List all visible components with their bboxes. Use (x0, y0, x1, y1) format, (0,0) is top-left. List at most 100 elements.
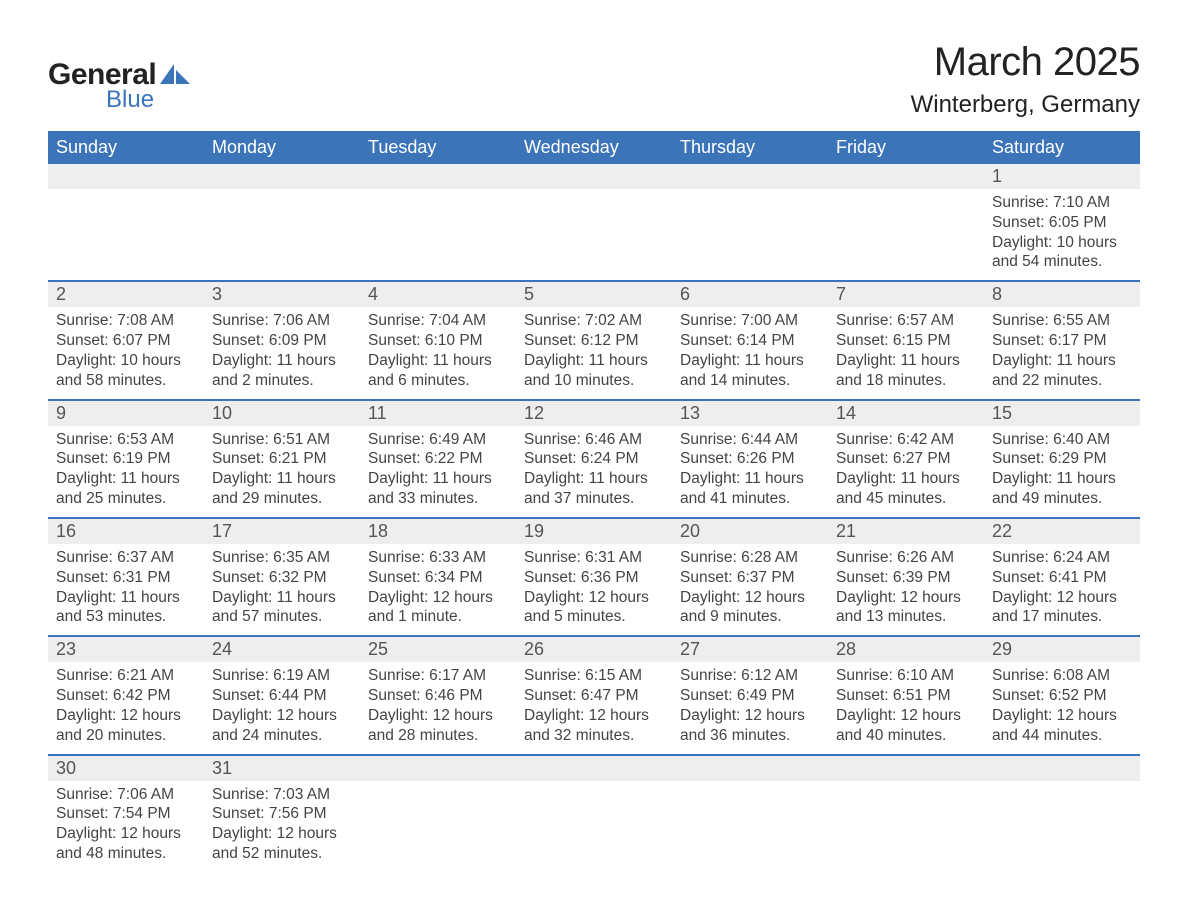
sunset-line: Sunset: 6:39 PM (836, 568, 976, 588)
sunrise-line: Sunrise: 6:51 AM (212, 430, 352, 450)
weekday-header: Wednesday (516, 131, 672, 164)
sunrise-line: Sunrise: 7:10 AM (992, 193, 1132, 213)
sunset-line: Sunset: 6:44 PM (212, 686, 352, 706)
daylight-line: Daylight: 11 hours and 37 minutes. (524, 469, 664, 509)
day-detail-cell: Sunrise: 6:26 AMSunset: 6:39 PMDaylight:… (828, 544, 984, 636)
day-detail-cell (828, 189, 984, 281)
daylight-line: Daylight: 12 hours and 1 minute. (368, 588, 508, 628)
day-number-cell: 12 (516, 400, 672, 426)
day-number-cell: 19 (516, 518, 672, 544)
sunrise-line: Sunrise: 6:46 AM (524, 430, 664, 450)
day-number-cell: 17 (204, 518, 360, 544)
sunset-line: Sunset: 6:12 PM (524, 331, 664, 351)
sunset-line: Sunset: 6:21 PM (212, 449, 352, 469)
daylight-line: Daylight: 10 hours and 58 minutes. (56, 351, 196, 391)
day-detail-cell (360, 189, 516, 281)
day-number-row: 9101112131415 (48, 400, 1140, 426)
sunrise-line: Sunrise: 7:03 AM (212, 785, 352, 805)
sunrise-line: Sunrise: 7:04 AM (368, 311, 508, 331)
sunrise-line: Sunrise: 7:08 AM (56, 311, 196, 331)
daylight-line: Daylight: 12 hours and 40 minutes. (836, 706, 976, 746)
sunset-line: Sunset: 6:09 PM (212, 331, 352, 351)
sunset-line: Sunset: 6:36 PM (524, 568, 664, 588)
day-detail-row: Sunrise: 6:37 AMSunset: 6:31 PMDaylight:… (48, 544, 1140, 636)
day-detail-cell: Sunrise: 7:10 AMSunset: 6:05 PMDaylight:… (984, 189, 1140, 281)
sunrise-line: Sunrise: 6:26 AM (836, 548, 976, 568)
sunrise-line: Sunrise: 6:33 AM (368, 548, 508, 568)
sunset-line: Sunset: 6:07 PM (56, 331, 196, 351)
day-detail-cell: Sunrise: 6:24 AMSunset: 6:41 PMDaylight:… (984, 544, 1140, 636)
day-number-cell: 18 (360, 518, 516, 544)
day-number-cell: 27 (672, 636, 828, 662)
day-detail-cell: Sunrise: 6:21 AMSunset: 6:42 PMDaylight:… (48, 662, 204, 754)
day-number-cell: 22 (984, 518, 1140, 544)
day-number-cell: 31 (204, 755, 360, 781)
sunrise-line: Sunrise: 6:28 AM (680, 548, 820, 568)
weekday-header: Thursday (672, 131, 828, 164)
day-number-cell (204, 164, 360, 189)
day-detail-row: Sunrise: 6:53 AMSunset: 6:19 PMDaylight:… (48, 426, 1140, 518)
day-number-cell (360, 755, 516, 781)
daylight-line: Daylight: 12 hours and 32 minutes. (524, 706, 664, 746)
daylight-line: Daylight: 12 hours and 36 minutes. (680, 706, 820, 746)
sunset-line: Sunset: 6:46 PM (368, 686, 508, 706)
day-detail-cell (204, 189, 360, 281)
day-number-row: 23242526272829 (48, 636, 1140, 662)
sunrise-line: Sunrise: 6:17 AM (368, 666, 508, 686)
day-detail-cell: Sunrise: 6:31 AMSunset: 6:36 PMDaylight:… (516, 544, 672, 636)
day-detail-cell: Sunrise: 6:35 AMSunset: 6:32 PMDaylight:… (204, 544, 360, 636)
day-number-cell (360, 164, 516, 189)
sunset-line: Sunset: 6:17 PM (992, 331, 1132, 351)
day-number-cell: 6 (672, 281, 828, 307)
sunset-line: Sunset: 7:54 PM (56, 804, 196, 824)
day-detail-cell: Sunrise: 6:19 AMSunset: 6:44 PMDaylight:… (204, 662, 360, 754)
day-detail-cell: Sunrise: 6:40 AMSunset: 6:29 PMDaylight:… (984, 426, 1140, 518)
day-detail-cell: Sunrise: 6:28 AMSunset: 6:37 PMDaylight:… (672, 544, 828, 636)
day-number-cell: 11 (360, 400, 516, 426)
sunset-line: Sunset: 6:15 PM (836, 331, 976, 351)
day-number-cell: 1 (984, 164, 1140, 189)
day-number-cell: 10 (204, 400, 360, 426)
day-number-cell: 21 (828, 518, 984, 544)
sunrise-line: Sunrise: 6:49 AM (368, 430, 508, 450)
day-number-cell (516, 755, 672, 781)
day-number-cell: 13 (672, 400, 828, 426)
sunrise-line: Sunrise: 6:15 AM (524, 666, 664, 686)
day-number-cell (828, 164, 984, 189)
day-detail-cell (672, 189, 828, 281)
weekday-header: Monday (204, 131, 360, 164)
day-detail-cell: Sunrise: 6:44 AMSunset: 6:26 PMDaylight:… (672, 426, 828, 518)
day-detail-row: Sunrise: 6:21 AMSunset: 6:42 PMDaylight:… (48, 662, 1140, 754)
sunrise-line: Sunrise: 6:44 AM (680, 430, 820, 450)
sunrise-line: Sunrise: 6:31 AM (524, 548, 664, 568)
sunrise-line: Sunrise: 7:02 AM (524, 311, 664, 331)
sunset-line: Sunset: 6:41 PM (992, 568, 1132, 588)
day-number-cell: 23 (48, 636, 204, 662)
daylight-line: Daylight: 11 hours and 6 minutes. (368, 351, 508, 391)
sunset-line: Sunset: 6:42 PM (56, 686, 196, 706)
daylight-line: Daylight: 12 hours and 13 minutes. (836, 588, 976, 628)
sunset-line: Sunset: 6:49 PM (680, 686, 820, 706)
day-number-cell: 26 (516, 636, 672, 662)
sail-icon (160, 62, 190, 89)
day-number-row: 2345678 (48, 281, 1140, 307)
sunset-line: Sunset: 6:26 PM (680, 449, 820, 469)
day-number-cell (516, 164, 672, 189)
sunrise-line: Sunrise: 7:06 AM (56, 785, 196, 805)
daylight-line: Daylight: 11 hours and 41 minutes. (680, 469, 820, 509)
sunset-line: Sunset: 6:37 PM (680, 568, 820, 588)
day-detail-cell: Sunrise: 7:04 AMSunset: 6:10 PMDaylight:… (360, 307, 516, 399)
daylight-line: Daylight: 11 hours and 2 minutes. (212, 351, 352, 391)
sunset-line: Sunset: 6:47 PM (524, 686, 664, 706)
daylight-line: Daylight: 11 hours and 14 minutes. (680, 351, 820, 391)
day-number-row: 1 (48, 164, 1140, 189)
day-number-cell: 14 (828, 400, 984, 426)
daylight-line: Daylight: 11 hours and 33 minutes. (368, 469, 508, 509)
day-detail-row: Sunrise: 7:10 AMSunset: 6:05 PMDaylight:… (48, 189, 1140, 281)
day-detail-cell: Sunrise: 6:42 AMSunset: 6:27 PMDaylight:… (828, 426, 984, 518)
day-detail-cell: Sunrise: 6:49 AMSunset: 6:22 PMDaylight:… (360, 426, 516, 518)
day-detail-cell (672, 781, 828, 872)
daylight-line: Daylight: 11 hours and 49 minutes. (992, 469, 1132, 509)
day-detail-cell: Sunrise: 6:15 AMSunset: 6:47 PMDaylight:… (516, 662, 672, 754)
daylight-line: Daylight: 11 hours and 53 minutes. (56, 588, 196, 628)
